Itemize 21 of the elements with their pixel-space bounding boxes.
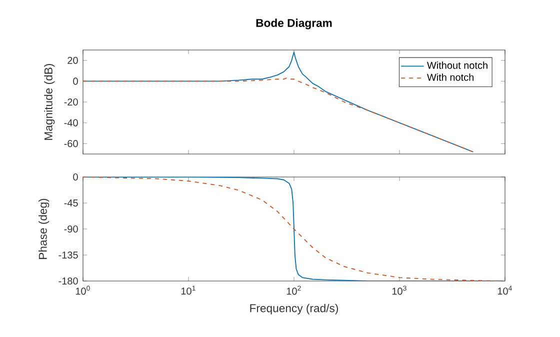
x-axis-title: Frequency (rad/s) — [250, 304, 338, 314]
x-tick-label: 10$^{4}$ — [498, 286, 512, 295]
y-tick-label: -180 — [58, 277, 78, 285]
y-tick-label: -135 — [58, 251, 78, 259]
y-tick-label: -90 — [64, 225, 78, 233]
x-tick-label: 10$^{2}$ — [286, 286, 301, 295]
y-tick-label: 20 — [68, 56, 78, 64]
y-tick-label: -60 — [64, 140, 78, 148]
legend-label: With notch — [426, 73, 474, 81]
y-tick-label: -40 — [64, 119, 78, 126]
x-tick-label: 10$^{1}$ — [181, 286, 196, 295]
y-axis-title: Phase (deg) — [38, 198, 50, 259]
chart-title: Bode Diagram — [256, 18, 332, 30]
y-tick-label: -45 — [64, 200, 78, 206]
x-tick-label: 10$^{3}$ — [392, 286, 406, 295]
y-axis-title: Magnitude (dB) — [44, 64, 55, 140]
legend-label: Without notch — [426, 62, 488, 69]
y-tick-label: 0 — [73, 78, 78, 85]
y-tick-label: -20 — [64, 98, 78, 106]
x-tick-label: 10$^{0}$ — [76, 286, 90, 295]
y-tick-label: 0 — [73, 173, 78, 181]
